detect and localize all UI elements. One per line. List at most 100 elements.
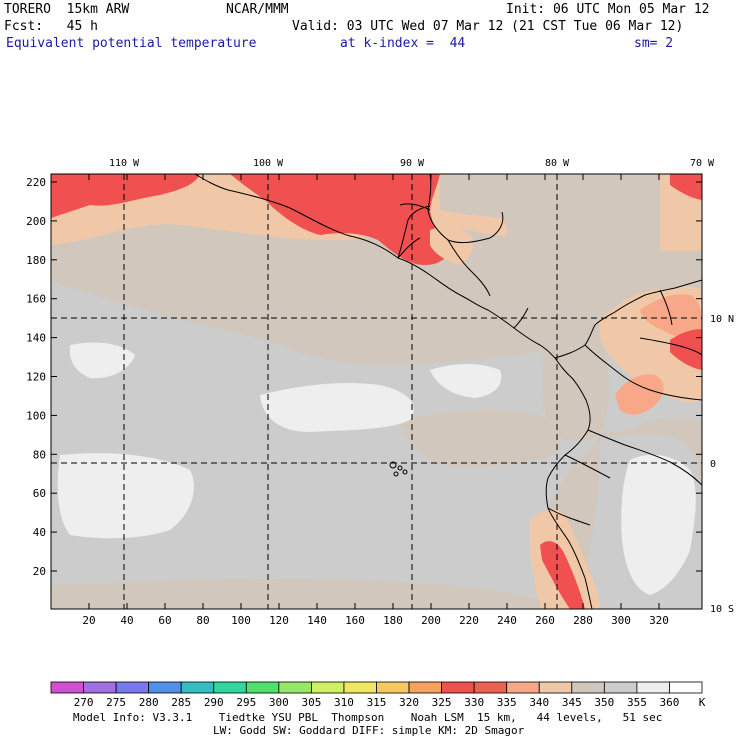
- salmon-area-andes: [615, 374, 664, 415]
- colorbar-swatches: [50, 681, 703, 694]
- x-tick-label: 180: [383, 614, 403, 627]
- x-tick-label: 300: [611, 614, 631, 627]
- latlon-grid: [51, 174, 702, 609]
- colorbar-label: 305: [301, 696, 321, 709]
- red-area-central-america: [230, 174, 448, 266]
- colorbar-swatch: [115, 681, 150, 694]
- lat-label-0: 0: [710, 459, 716, 470]
- valid-time: Valid: 03 UTC Wed 07 Mar 12 (21 CST Tue …: [292, 19, 684, 34]
- colorbar-label: 350: [594, 696, 614, 709]
- colorbar-labels: 270 275 280 285 290 295 300 305 310 315 320 325 330 3…: [74, 696, 680, 709]
- x-tick-label: 20: [82, 614, 95, 627]
- colorbar-swatch: [408, 681, 442, 694]
- colorbar-swatch: [343, 681, 377, 694]
- salmon-area-colombia: [640, 294, 702, 337]
- land-central-america: [440, 174, 660, 322]
- x-tick-label: 80: [196, 614, 209, 627]
- y-tick-label: 120: [26, 371, 46, 384]
- white-patch-central: [260, 383, 414, 432]
- lat-label-10s: 10 S: [710, 604, 734, 615]
- colorbar-label: 300: [269, 696, 289, 709]
- colorbar-label: 330: [464, 696, 484, 709]
- colorbar-label: 295: [236, 696, 256, 709]
- colorbar-swatch: [571, 681, 605, 694]
- colorbar-label: 320: [399, 696, 419, 709]
- plot-frame: [50, 173, 703, 610]
- y-tick-label: 180: [26, 254, 46, 267]
- colorbar-swatch: [50, 681, 84, 694]
- smoothing-label: sm= 2: [634, 36, 674, 51]
- x-tick-label: 160: [345, 614, 365, 627]
- colorbar-label: 280: [139, 696, 159, 709]
- colorbar-swatch: [506, 681, 540, 694]
- colorbar-label: 340: [529, 696, 549, 709]
- colorbar-swatch: [278, 681, 312, 694]
- colorbar-label: 335: [497, 696, 517, 709]
- lon-label-90w: 90 W: [400, 158, 425, 169]
- colorbar-label: 290: [204, 696, 224, 709]
- colorbar-swatch: [310, 681, 345, 694]
- red-area-peru-coast: [540, 541, 585, 609]
- lat-label-10n: 10 N: [710, 314, 734, 325]
- lon-label-100w: 100 W: [253, 158, 284, 169]
- white-patch-upper: [69, 342, 135, 379]
- model-label: TORERO 15km ARW: [4, 2, 130, 17]
- white-area-amazon: [621, 454, 696, 595]
- x-tick-label: 280: [573, 614, 593, 627]
- x-tick-label: 320: [649, 614, 669, 627]
- colorbar-swatch: [538, 681, 573, 694]
- y-tick-label: 20: [33, 565, 46, 578]
- red-area-northeast: [670, 174, 702, 200]
- colorbar-label: 310: [334, 696, 354, 709]
- colorbar-swatch: [603, 681, 638, 694]
- x-tick-label: 260: [535, 614, 555, 627]
- white-patch-west: [57, 453, 194, 539]
- colorbar-unit: K: [699, 696, 706, 709]
- x-tick-label: 240: [497, 614, 517, 627]
- lon-label-110w: 110 W: [109, 158, 140, 169]
- colorbar-swatch: [83, 681, 117, 694]
- level-label: at k-index = 44: [340, 36, 466, 51]
- colorbar-label: 285: [171, 696, 191, 709]
- right-latitude-labels: 10 N 0 10 S: [710, 314, 734, 615]
- colorbar-label: 360: [660, 696, 680, 709]
- forecast-hour: Fcst: 45 h: [4, 19, 98, 34]
- field-name: Equivalent potential temperature: [6, 36, 257, 51]
- colorbar-label: 355: [627, 696, 647, 709]
- colorbar-swatch: [213, 681, 247, 694]
- y-tick-label: 220: [26, 176, 46, 189]
- colorbar-label: 275: [106, 696, 126, 709]
- lon-label-80w: 80 W: [545, 158, 570, 169]
- red-area-northwest: [51, 174, 200, 218]
- x-tick-label: 100: [231, 614, 251, 627]
- x-tick-label: 120: [269, 614, 289, 627]
- top-longitude-labels: 110 W 100 W 90 W 80 W 70 W: [109, 158, 715, 169]
- country-borders: [397, 205, 703, 526]
- colorbar-swatch: [376, 681, 410, 694]
- x-axis-labels: 20 40 60 80 100 120 140 160 180 200 220 240 260 280 30…: [82, 614, 669, 627]
- lon-label-70w: 70 W: [690, 158, 715, 169]
- x-tick-label: 220: [459, 614, 479, 627]
- colorbar-swatch: [148, 681, 182, 694]
- colorbar-label: 345: [562, 696, 582, 709]
- init-time: Init: 06 UTC Mon 05 Mar 12: [506, 2, 710, 17]
- y-axis-labels: 220 200 180 160 140 120 100 80 60 40 20: [26, 176, 46, 578]
- y-tick-label: 80: [33, 448, 46, 461]
- red-area-venezuela: [670, 329, 702, 370]
- colorbar-label: 270: [74, 696, 94, 709]
- y-tick-label: 160: [26, 293, 46, 306]
- colorbar-swatch: [636, 681, 670, 694]
- colorbar-swatch: [245, 681, 280, 694]
- y-axis-ticks: [51, 181, 702, 572]
- galapagos-islands: [389, 461, 408, 477]
- colorbar-swatch: [180, 681, 215, 694]
- map-plot: 110 W 100 W 90 W 80 W 70 W 10 N 0 10 S 2…: [26, 158, 734, 627]
- colorbar-label: 315: [367, 696, 387, 709]
- colorbar-swatch: [441, 681, 475, 694]
- y-tick-label: 200: [26, 215, 46, 228]
- org-label: NCAR/MMM: [226, 2, 289, 17]
- colorbar-swatch: [669, 681, 703, 694]
- y-tick-label: 60: [33, 487, 46, 500]
- model-info-line1: Model Info: V3.3.1 Tiedtke YSU PBL Thomp…: [73, 711, 663, 724]
